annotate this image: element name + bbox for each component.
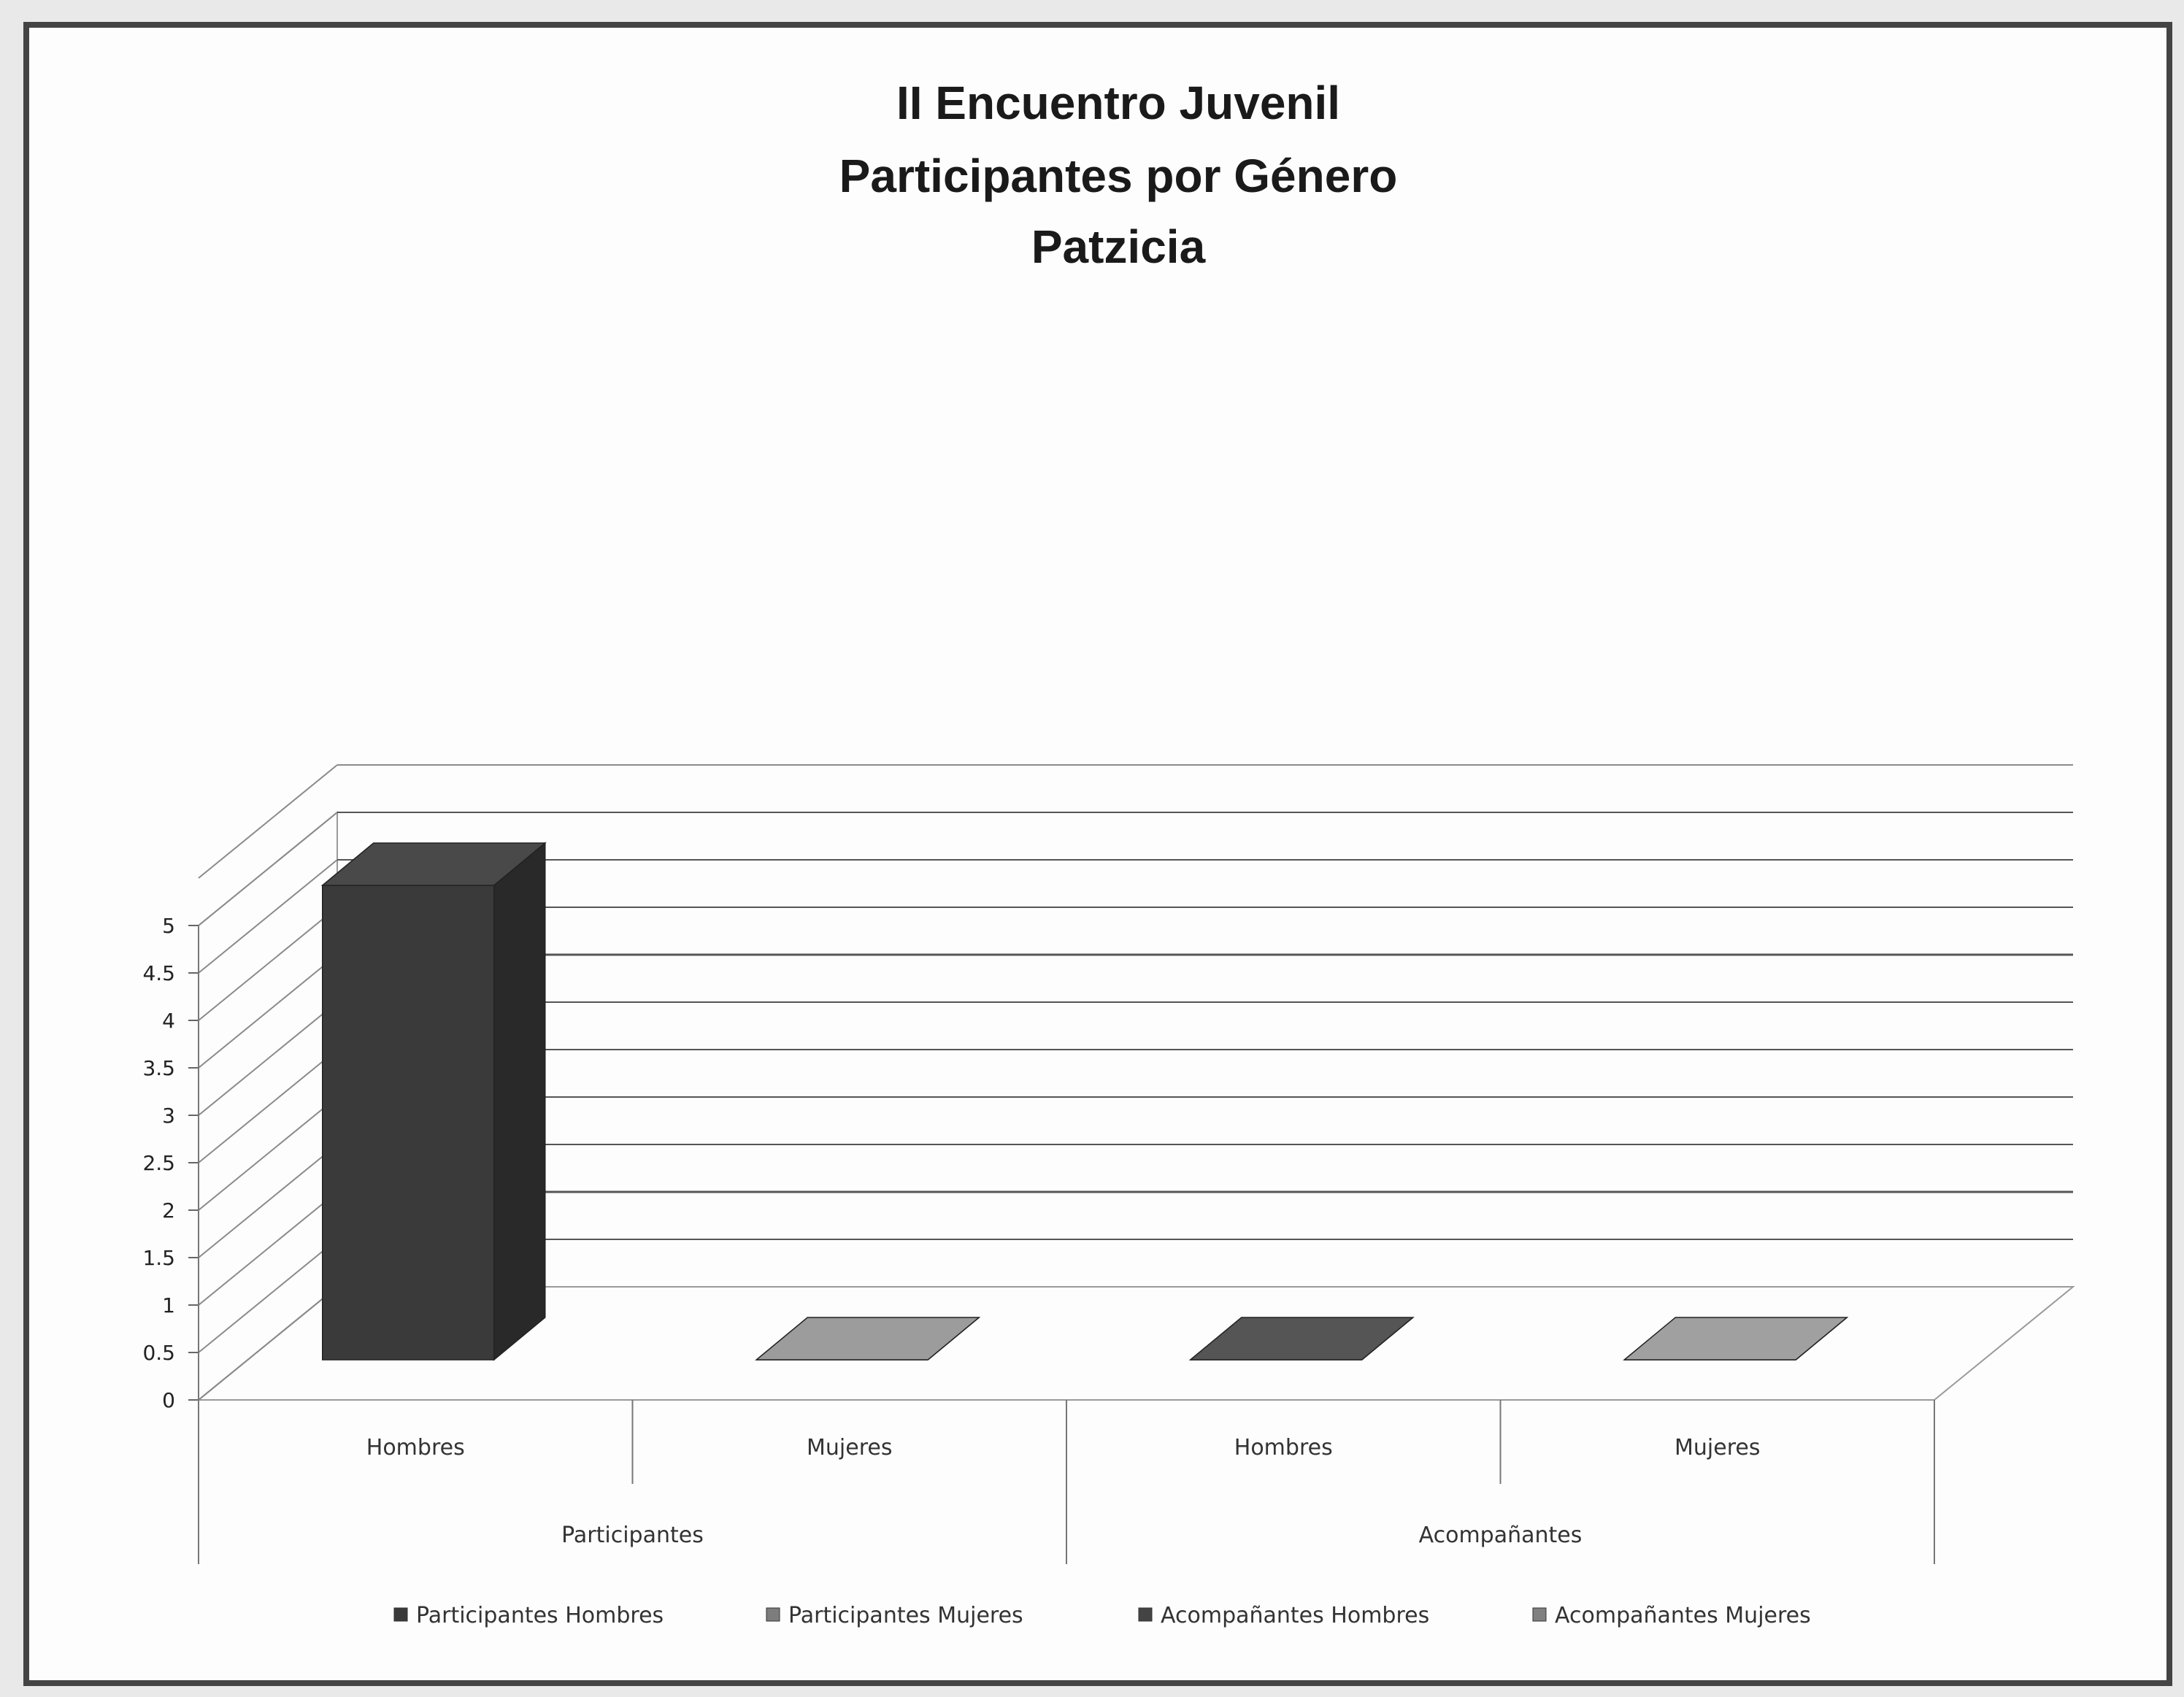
y-tick-label: 0 bbox=[162, 1388, 175, 1412]
bar-top bbox=[1623, 1317, 1849, 1361]
legend-swatch bbox=[766, 1607, 780, 1622]
y-tick-label: 5 bbox=[162, 914, 175, 938]
chart-frame: II Encuentro Juvenil Participantes por G… bbox=[23, 22, 2172, 1686]
y-tick-label: 4.5 bbox=[142, 961, 175, 985]
gridline-diagonal bbox=[198, 859, 338, 974]
y-tick-label: 3.5 bbox=[142, 1056, 175, 1080]
bar-top bbox=[320, 842, 547, 886]
gridline-diagonal bbox=[198, 954, 338, 1069]
gridline-diagonal bbox=[198, 812, 338, 926]
bar-front bbox=[322, 885, 495, 1361]
legend-entry: Acompañantes Hombres bbox=[1161, 1603, 1429, 1628]
x-category-label: Hombres bbox=[366, 1435, 465, 1461]
x-category-label: Hombres bbox=[1234, 1435, 1333, 1461]
y-tick-label: 1.5 bbox=[142, 1246, 175, 1270]
gridline-diagonal bbox=[198, 1001, 338, 1116]
y-tick-label: 1 bbox=[162, 1293, 175, 1317]
gridline-diagonal bbox=[198, 1144, 338, 1258]
chart-title-line-2: Participantes por Género bbox=[839, 150, 1398, 202]
gridline-diagonal bbox=[198, 1239, 338, 1353]
x-category-label: Mujeres bbox=[807, 1435, 892, 1461]
x-group-label: Participantes bbox=[561, 1523, 704, 1548]
bar-top bbox=[755, 1317, 981, 1361]
x-category-label: Mujeres bbox=[1674, 1435, 1760, 1461]
plot-area: 0 0.5 1 1.5 2 2.5 3 3.5 4 4.5 5 Hombres Mujeres Hombr… bbox=[142, 764, 2075, 1628]
legend-swatch bbox=[393, 1607, 408, 1622]
x-group-label: Acompañantes bbox=[1419, 1523, 1583, 1548]
gridline-diagonal bbox=[198, 1191, 338, 1306]
gridline-diagonal bbox=[198, 1286, 338, 1401]
legend-swatch bbox=[1138, 1607, 1153, 1622]
y-tick-label: 0.5 bbox=[142, 1341, 175, 1365]
y-tick-label: 3 bbox=[162, 1104, 175, 1128]
chart-canvas: II Encuentro Juvenil Participantes por G… bbox=[142, 77, 2075, 1628]
legend-entry: Participantes Hombres bbox=[416, 1603, 664, 1628]
gridline-diagonal bbox=[198, 907, 338, 1021]
chart-title-line-3: Patzicia bbox=[1031, 220, 1206, 273]
y-tick-label: 2 bbox=[162, 1198, 175, 1223]
legend-entry: Participantes Mujeres bbox=[788, 1603, 1023, 1628]
gridline-diagonal bbox=[198, 1049, 338, 1163]
gridline-diagonal-top bbox=[198, 764, 338, 879]
bar-top bbox=[1188, 1317, 1415, 1361]
bar-side bbox=[493, 842, 546, 1361]
chart-title-line-1: II Encuentro Juvenil bbox=[896, 77, 1340, 129]
legend-swatch bbox=[1532, 1607, 1547, 1622]
y-tick-label: 2.5 bbox=[142, 1151, 175, 1175]
gridline-diagonal bbox=[198, 1096, 338, 1211]
y-tick-label: 4 bbox=[162, 1009, 175, 1033]
legend-entry: Acompañantes Mujeres bbox=[1555, 1603, 1811, 1628]
